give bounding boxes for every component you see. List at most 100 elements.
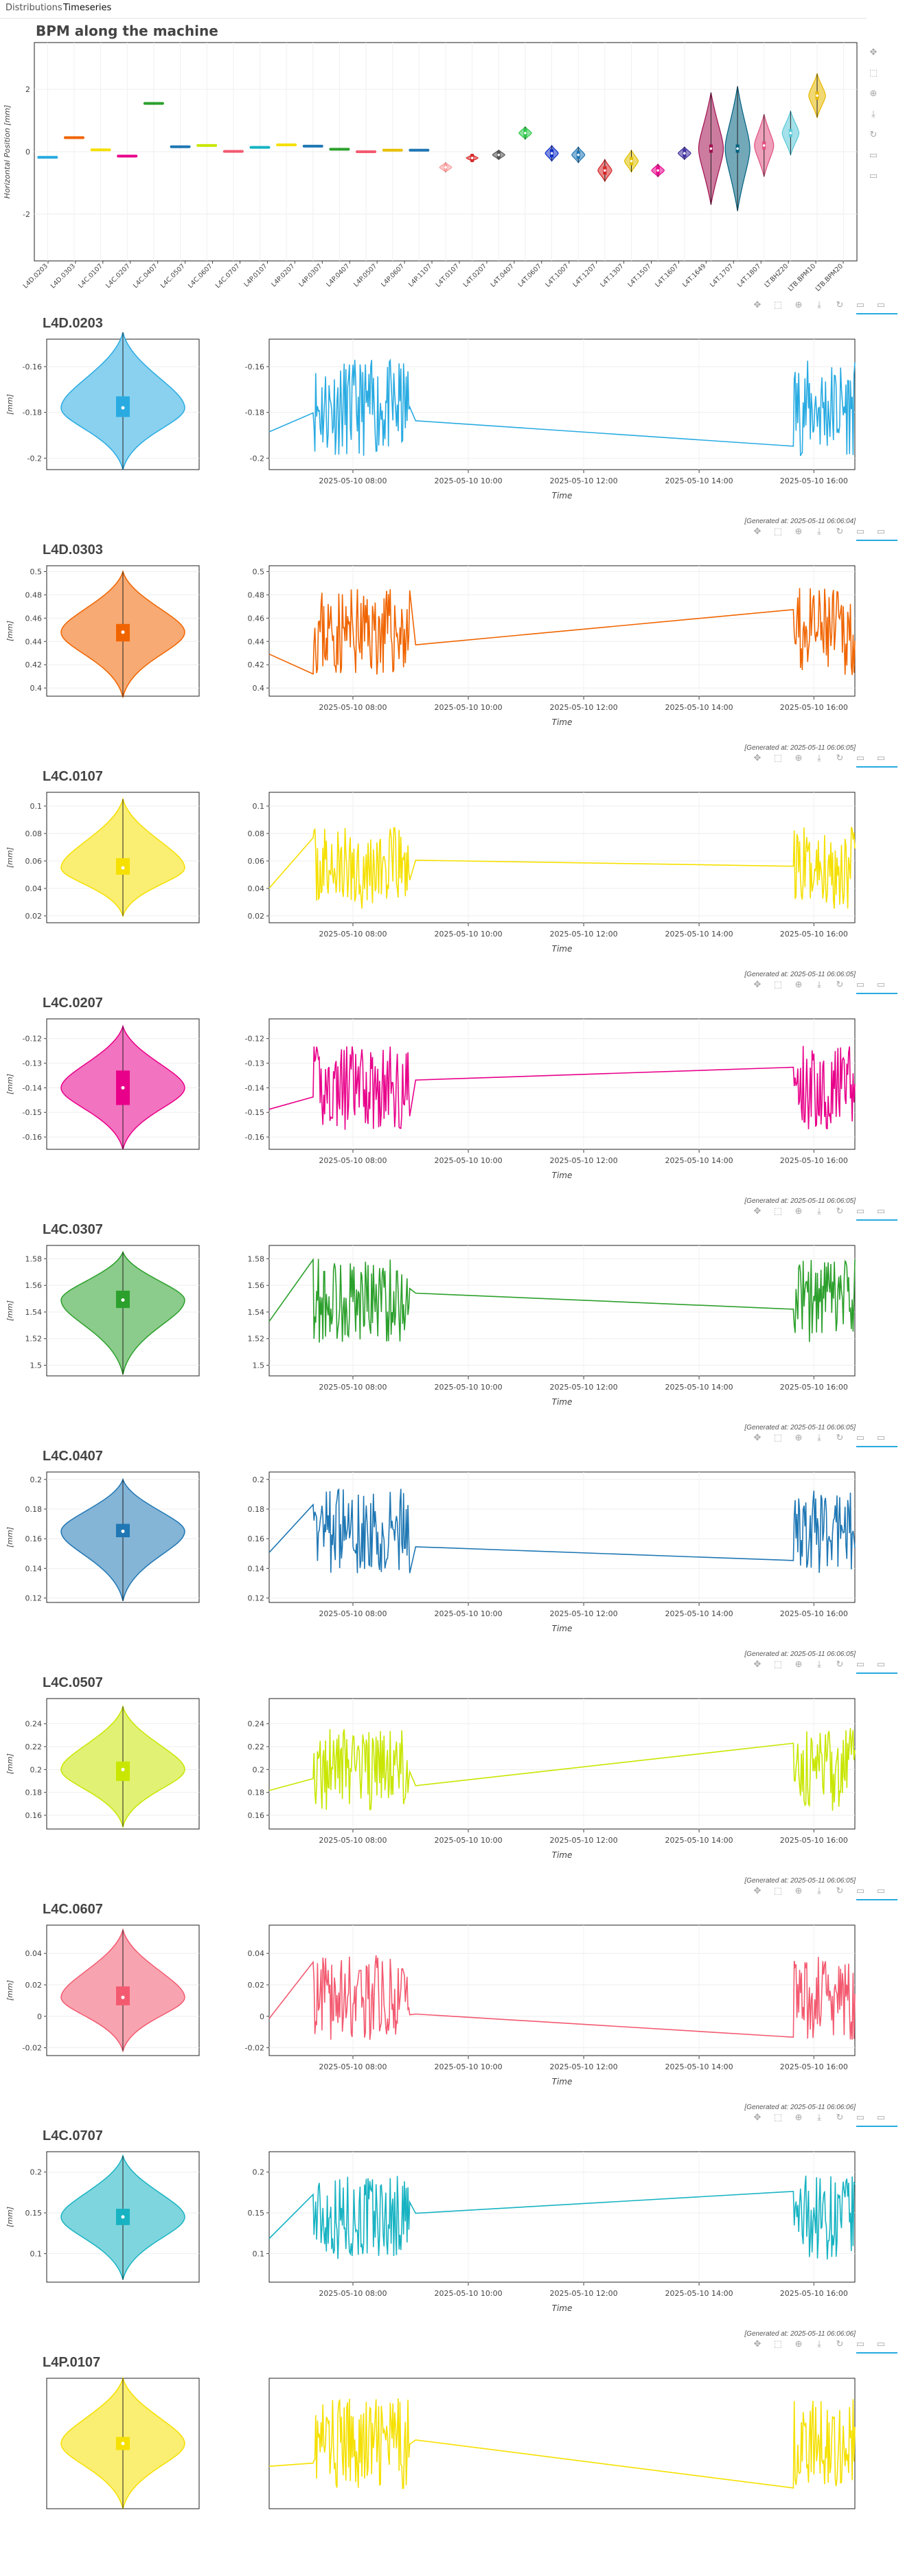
tab-distributions[interactable]: Distributions — [5, 3, 62, 13]
box-zoom-icon[interactable]: ⬚ — [869, 68, 878, 78]
hover-icon[interactable]: ▭ — [856, 1206, 865, 1216]
wheel-zoom-icon[interactable]: ⊕ — [794, 2112, 803, 2122]
reset-icon[interactable]: ↻ — [836, 1659, 844, 1669]
save-icon[interactable]: ⤓ — [817, 979, 821, 989]
save-icon[interactable]: ⤓ — [817, 1206, 821, 1216]
wheel-zoom-icon[interactable]: ⊕ — [794, 752, 803, 763]
timeseries-line[interactable] — [268, 1955, 856, 2040]
save-icon[interactable]: ⤓ — [817, 752, 821, 763]
wheel-zoom-icon[interactable]: ⊕ — [794, 1432, 803, 1442]
box-zoom-icon[interactable]: ⬚ — [773, 2112, 783, 2122]
hover-icon[interactable]: ▭ — [856, 1432, 865, 1442]
pan-icon[interactable]: ✥ — [753, 2338, 761, 2349]
box-zoom-icon[interactable]: ⬚ — [773, 299, 783, 310]
timeseries-line[interactable] — [268, 1728, 856, 1811]
save-icon[interactable]: ⤓ — [817, 1885, 821, 1896]
reset-icon[interactable]: ↻ — [836, 2338, 844, 2349]
hover-icon[interactable]: ▭ — [876, 1659, 886, 1669]
hover-icon[interactable]: ▭ — [876, 979, 886, 989]
hover-icon[interactable]: ▭ — [856, 1885, 865, 1896]
reset-icon[interactable]: ↻ — [836, 299, 844, 310]
wheel-zoom-icon[interactable]: ⊕ — [794, 979, 803, 989]
pan-icon[interactable]: ✥ — [753, 979, 761, 989]
hover-icon[interactable]: ▭ — [856, 1659, 865, 1669]
hover-icon[interactable]: ▭ — [869, 150, 878, 161]
hover-icon[interactable]: ▭ — [876, 1885, 886, 1896]
timeseries-line[interactable] — [268, 1258, 856, 1343]
hover-icon[interactable]: ▭ — [856, 2112, 865, 2122]
overview-violin[interactable] — [302, 144, 323, 148]
pan-icon[interactable]: ✥ — [753, 1432, 761, 1442]
reset-icon[interactable]: ↻ — [836, 979, 844, 989]
box-zoom-icon[interactable]: ⬚ — [773, 1659, 783, 1669]
overview-violin[interactable] — [143, 102, 164, 105]
overview-violin[interactable] — [170, 145, 191, 148]
timeseries-line[interactable] — [268, 358, 856, 457]
reset-icon[interactable]: ↻ — [836, 752, 844, 763]
overview-violin-chart[interactable]: BPM along the machine 2 0 -2 Horizontal Posi… — [0, 19, 905, 311]
overview-violin[interactable] — [222, 150, 244, 153]
pan-icon[interactable]: ✥ — [753, 752, 761, 763]
pan-icon[interactable]: ✥ — [753, 2112, 761, 2122]
box-zoom-icon[interactable]: ⬚ — [773, 1885, 783, 1896]
hover-icon[interactable]: ▭ — [876, 752, 886, 763]
pan-icon[interactable]: ✥ — [870, 47, 878, 58]
wheel-zoom-icon[interactable]: ⊕ — [794, 299, 803, 310]
hover-icon[interactable]: ▭ — [856, 299, 865, 310]
reset-icon[interactable]: ↻ — [836, 1206, 844, 1216]
hover-icon[interactable]: ▭ — [856, 979, 865, 989]
pan-icon[interactable]: ✥ — [753, 1206, 761, 1216]
save-icon[interactable]: ⤓ — [817, 1432, 821, 1442]
timeseries-line[interactable] — [268, 1046, 856, 1130]
box-zoom-icon[interactable]: ⬚ — [773, 979, 783, 989]
save-icon[interactable]: ⤓ — [817, 2338, 821, 2349]
hover-icon[interactable]: ▭ — [856, 2338, 865, 2349]
hover-icon[interactable]: ▭ — [856, 526, 865, 536]
wheel-zoom-icon[interactable]: ⊕ — [794, 1659, 803, 1669]
reset-icon[interactable]: ↻ — [836, 526, 844, 536]
reset-icon[interactable]: ↻ — [870, 130, 878, 140]
wheel-zoom-icon[interactable]: ⊕ — [870, 89, 878, 99]
overview-violin[interactable] — [249, 146, 271, 149]
wheel-zoom-icon[interactable]: ⊕ — [794, 2338, 803, 2349]
overview-violin[interactable] — [276, 143, 297, 147]
box-zoom-icon[interactable]: ⬚ — [773, 1432, 783, 1442]
overview-violin[interactable] — [329, 148, 350, 151]
hover-icon[interactable]: ▭ — [876, 2338, 886, 2349]
overview-violin[interactable] — [409, 148, 430, 152]
save-icon[interactable]: ⤓ — [817, 526, 821, 536]
timeseries-line[interactable] — [268, 827, 856, 909]
save-icon[interactable]: ⤓ — [817, 299, 821, 310]
tab-timeseries[interactable]: Timeseries — [63, 3, 112, 13]
wheel-zoom-icon[interactable]: ⊕ — [794, 526, 803, 536]
pan-icon[interactable]: ✥ — [753, 1885, 761, 1896]
hover-icon[interactable]: ▭ — [876, 526, 886, 536]
overview-violin[interactable] — [37, 156, 58, 159]
box-zoom-icon[interactable]: ⬚ — [773, 752, 783, 763]
overview-violin[interactable] — [90, 148, 111, 152]
hover-icon[interactable]: ▭ — [876, 1432, 886, 1442]
pan-icon[interactable]: ✥ — [753, 299, 761, 310]
timeseries-line[interactable] — [268, 1488, 856, 1574]
overview-violin[interactable] — [196, 143, 218, 147]
timeseries-line[interactable] — [268, 588, 856, 676]
hover-icon[interactable]: ▭ — [876, 1206, 886, 1216]
save-icon[interactable]: ⤓ — [817, 1659, 821, 1669]
box-zoom-icon[interactable]: ⬚ — [773, 1206, 783, 1216]
wheel-zoom-icon[interactable]: ⊕ — [794, 1885, 803, 1896]
box-zoom-icon[interactable]: ⬚ — [773, 2338, 783, 2349]
overview-violin[interactable] — [117, 154, 138, 158]
overview-violin[interactable] — [356, 150, 377, 153]
save-icon[interactable]: ⤓ — [817, 2112, 821, 2122]
hover-icon[interactable]: ▭ — [869, 171, 878, 181]
wheel-zoom-icon[interactable]: ⊕ — [794, 1206, 803, 1216]
reset-icon[interactable]: ↻ — [836, 1885, 844, 1896]
reset-icon[interactable]: ↻ — [836, 2112, 844, 2122]
save-icon[interactable]: ⤓ — [871, 109, 875, 119]
pan-icon[interactable]: ✥ — [753, 1659, 761, 1669]
box-zoom-icon[interactable]: ⬚ — [773, 526, 783, 536]
reset-icon[interactable]: ↻ — [836, 1432, 844, 1442]
hover-icon[interactable]: ▭ — [856, 752, 865, 763]
timeseries-line[interactable] — [268, 2175, 856, 2259]
pan-icon[interactable]: ✥ — [753, 526, 761, 536]
